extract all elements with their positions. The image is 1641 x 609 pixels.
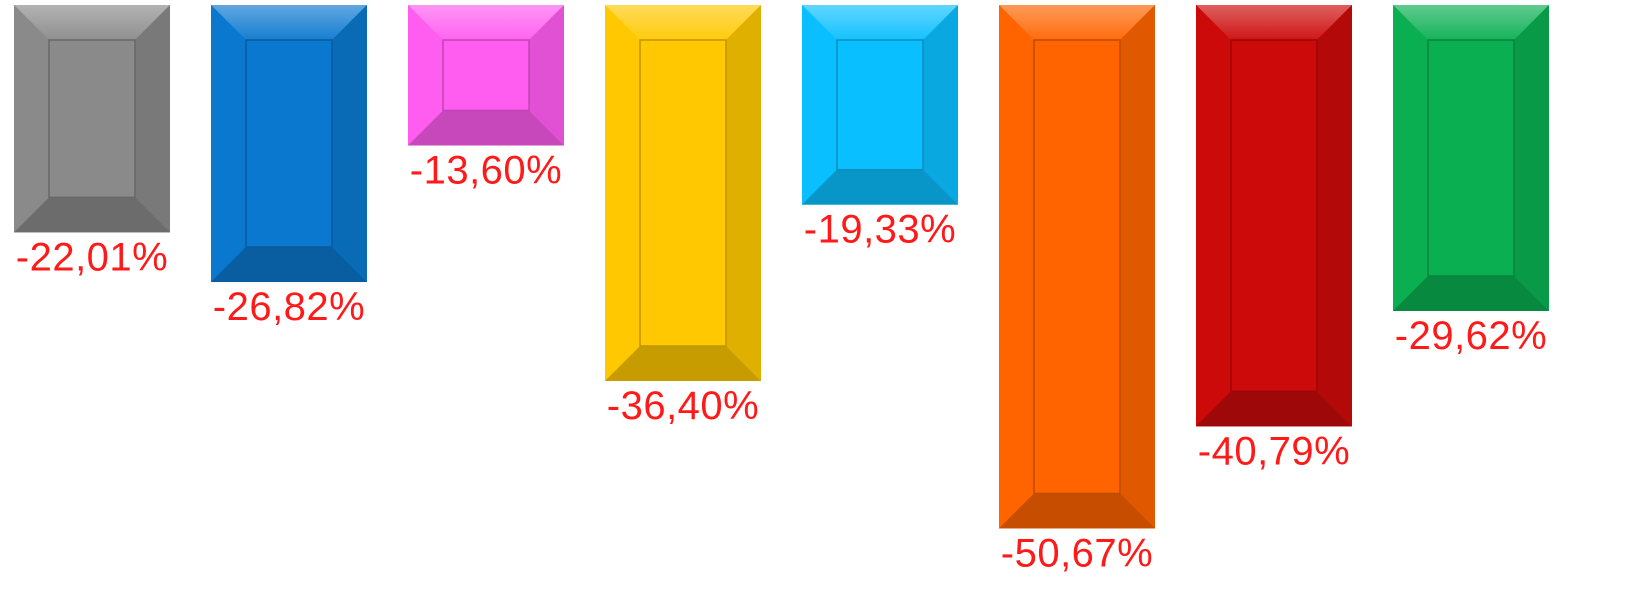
bar-bevel-top	[1196, 5, 1352, 40]
value-label: -13,60%	[410, 148, 562, 192]
value-label: -29,62%	[1395, 314, 1547, 358]
value-label: -36,40%	[607, 384, 759, 428]
bar-bevel-bottom	[605, 346, 761, 382]
bar-bevel-right	[1317, 5, 1352, 427]
bars-group	[14, 5, 1549, 529]
bar-bevel-right	[923, 5, 958, 205]
bar-2	[211, 5, 367, 283]
bar-bevel-top	[14, 5, 170, 40]
bar-bevel-left	[802, 5, 837, 205]
bar-bevel-left	[1393, 5, 1428, 311]
bar-bevel-left	[408, 5, 443, 146]
bar-bevel-left	[14, 5, 49, 233]
bar-bevel-right	[1120, 5, 1155, 529]
value-labels-group: -22,01% -26,82% -13,60% -36,40% -19,33% -50,6…	[16, 148, 1547, 575]
bar-bevel-bottom	[802, 169, 958, 205]
bar-bevel-bottom	[211, 247, 367, 283]
bar-inner-face	[1427, 39, 1515, 277]
bar-bevel-bottom	[1196, 391, 1352, 427]
bar-bevel-top	[802, 5, 958, 40]
bar-7	[1196, 5, 1352, 427]
bar-bevel-top	[408, 5, 564, 40]
bar-bevel-left	[211, 5, 246, 283]
bar-bevel-right	[1514, 5, 1549, 311]
bar-bevel-top	[1393, 5, 1549, 40]
bar-bevel-top	[605, 5, 761, 40]
bar-bevel-right	[529, 5, 564, 146]
bar-bevel-left	[605, 5, 640, 382]
value-label: -26,82%	[213, 285, 365, 329]
bar-inner-face	[836, 39, 924, 171]
bar-bevel-left	[1196, 5, 1231, 427]
bar-bevel-bottom	[1393, 275, 1549, 311]
bar-inner-face	[245, 39, 333, 248]
bar-bevel-bottom	[408, 110, 564, 146]
bar-3	[408, 5, 564, 146]
value-label: -50,67%	[1001, 531, 1153, 575]
bar-bevel-bottom	[14, 197, 170, 233]
bar-inner-face	[639, 39, 727, 347]
value-label: -22,01%	[16, 235, 168, 279]
value-label: -19,33%	[804, 208, 956, 252]
bar-5	[802, 5, 958, 205]
bar-bevel-right	[332, 5, 367, 283]
bar-bevel-right	[726, 5, 761, 382]
bar-bevel-top	[211, 5, 367, 40]
bar-4	[605, 5, 761, 382]
bar-1	[14, 5, 170, 233]
bar-8	[1393, 5, 1549, 311]
bar-bevel-bottom	[999, 493, 1155, 529]
bar-bevel-top	[999, 5, 1155, 40]
bar-inner-face	[48, 39, 136, 199]
value-label: -40,79%	[1198, 429, 1350, 473]
bar-inner-face	[442, 39, 530, 112]
bar-bevel-right	[135, 5, 170, 233]
bar-inner-face	[1230, 39, 1318, 393]
bar-inner-face	[1033, 39, 1121, 495]
bar-bevel-left	[999, 5, 1034, 529]
bar-6	[999, 5, 1155, 529]
